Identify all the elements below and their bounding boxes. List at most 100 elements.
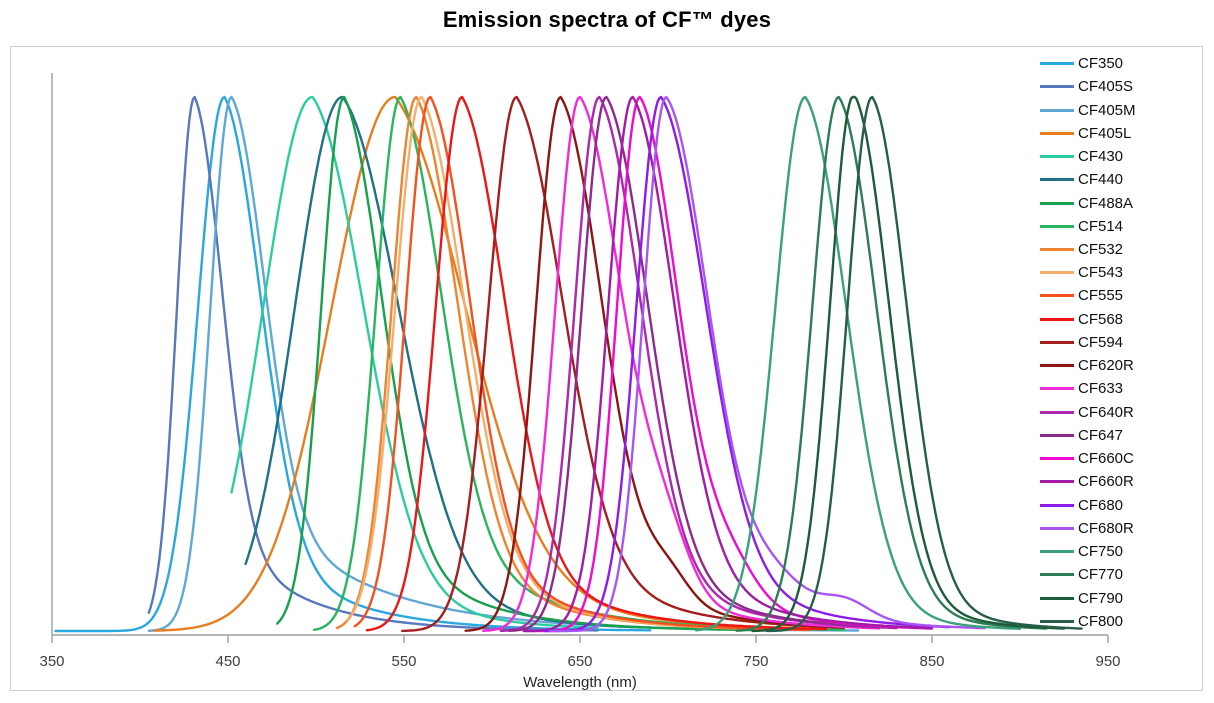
curve-CF430: [230, 95, 599, 629]
curve-CF800: [765, 95, 1083, 633]
x-tick-label: 950: [1095, 653, 1120, 670]
legend-item-CF640R: CF640R: [1040, 401, 1190, 424]
legend-label: CF514: [1078, 217, 1124, 235]
legend-swatch-CF532: [1040, 247, 1074, 251]
legend-label: CF660C: [1078, 450, 1134, 468]
legend: CF350 CF405S CF405M CF405L CF430 CF440 CF488A C…: [1040, 52, 1190, 633]
x-tick-label: 850: [919, 653, 944, 670]
x-tick-label: 650: [567, 653, 592, 670]
curve-CF660C: [526, 95, 934, 633]
legend-swatch-CF800: [1040, 619, 1074, 623]
legend-swatch-CF514: [1040, 224, 1074, 228]
legend-item-CF440: CF440: [1040, 168, 1190, 191]
legend-swatch-CF640R: [1040, 410, 1074, 414]
legend-swatch-CF488A: [1040, 201, 1074, 205]
legend-label: CF555: [1078, 287, 1124, 305]
legend-item-CF633: CF633: [1040, 377, 1190, 400]
curve-CF770: [735, 95, 1048, 632]
legend-label: CF800: [1078, 612, 1124, 630]
x-tick-labels: 350 450 550 650 750 850 950: [39, 653, 1120, 670]
x-tick-label: 350: [39, 653, 64, 670]
legend-swatch-CF568: [1040, 317, 1074, 321]
legend-label: CF790: [1078, 589, 1124, 607]
legend-item-CF680: CF680: [1040, 493, 1190, 516]
legend-item-CF680R: CF680R: [1040, 517, 1190, 540]
legend-item-CF568: CF568: [1040, 308, 1190, 331]
legend-label: CF430: [1078, 148, 1124, 166]
curve-CF790: [751, 95, 1066, 633]
legend-label: CF660R: [1078, 473, 1134, 491]
legend-item-CF405L: CF405L: [1040, 122, 1190, 145]
legend-item-CF660R: CF660R: [1040, 470, 1190, 493]
axes: [51, 73, 1109, 643]
legend-swatch-CF680: [1040, 503, 1074, 507]
legend-item-CF555: CF555: [1040, 284, 1190, 307]
curve-CF647: [508, 95, 898, 632]
chart-title: Emission spectra of CF™ dyes: [442, 7, 772, 32]
curve-CF594: [401, 95, 846, 633]
curve-CF633: [482, 95, 881, 632]
legend-item-CF790: CF790: [1040, 586, 1190, 609]
legend-swatch-CF405L: [1040, 131, 1074, 135]
legend-label: CF405S: [1078, 78, 1134, 96]
x-axis-title: Wavelength (nm): [523, 674, 637, 691]
legend-label: CF488A: [1078, 194, 1134, 212]
legend-label: CF770: [1078, 566, 1124, 584]
legend-label: CF440: [1078, 171, 1124, 189]
curve-CF680: [543, 95, 951, 633]
legend-swatch-CF594: [1040, 340, 1074, 344]
legend-swatch-CF770: [1040, 573, 1074, 577]
curve-CF660R: [522, 95, 934, 633]
legend-swatch-CF555: [1040, 294, 1074, 298]
legend-label: CF405M: [1078, 101, 1136, 119]
legend-item-CF647: CF647: [1040, 424, 1190, 447]
legend-swatch-CF647: [1040, 433, 1074, 437]
legend-swatch-CF680R: [1040, 526, 1074, 530]
legend-item-CF594: CF594: [1040, 331, 1190, 354]
legend-swatch-CF660C: [1040, 457, 1074, 461]
legend-item-CF514: CF514: [1040, 215, 1190, 238]
legend-item-CF543: CF543: [1040, 261, 1190, 284]
legend-label: CF620R: [1078, 357, 1134, 375]
legend-label: CF680: [1078, 496, 1124, 514]
legend-label: CF633: [1078, 380, 1124, 398]
legend-label: CF568: [1078, 310, 1124, 328]
legend-swatch-CF750: [1040, 550, 1074, 554]
legend-item-CF488A: CF488A: [1040, 191, 1190, 214]
legend-swatch-CF790: [1040, 596, 1074, 600]
legend-label: CF680R: [1078, 519, 1134, 537]
legend-item-CF430: CF430: [1040, 145, 1190, 168]
curve-CF488A: [276, 95, 775, 632]
x-tick-label: 750: [743, 653, 768, 670]
legend-label: CF594: [1078, 333, 1124, 351]
curve-CF568: [365, 95, 828, 632]
legend-item-CF770: CF770: [1040, 563, 1190, 586]
legend-label: CF543: [1078, 264, 1124, 282]
curve-CF750: [695, 95, 1022, 632]
legend-label: CF750: [1078, 543, 1124, 561]
legend-swatch-CF405M: [1040, 108, 1074, 112]
curve-CF680R: [548, 95, 986, 633]
legend-swatch-CF350: [1040, 62, 1074, 66]
legend-item-CF405M: CF405M: [1040, 98, 1190, 121]
curves: [54, 95, 1083, 633]
x-tick-label: 450: [215, 653, 240, 670]
legend-label: CF640R: [1078, 403, 1134, 421]
legend-label: CF350: [1078, 55, 1124, 73]
x-tick-label: 550: [391, 653, 416, 670]
legend-item-CF660C: CF660C: [1040, 447, 1190, 470]
legend-swatch-CF405S: [1040, 85, 1074, 89]
legend-item-CF532: CF532: [1040, 238, 1190, 261]
legend-item-CF800: CF800: [1040, 610, 1190, 633]
curve-CF514: [313, 95, 846, 631]
legend-swatch-CF660R: [1040, 480, 1074, 484]
legend-swatch-CF633: [1040, 387, 1074, 391]
curve-CF640R: [499, 95, 898, 632]
legend-swatch-CF440: [1040, 178, 1074, 182]
legend-item-CF750: CF750: [1040, 540, 1190, 563]
legend-swatch-CF430: [1040, 155, 1074, 159]
legend-item-CF620R: CF620R: [1040, 354, 1190, 377]
legend-label: CF405L: [1078, 124, 1132, 142]
legend-item-CF350: CF350: [1040, 52, 1190, 75]
